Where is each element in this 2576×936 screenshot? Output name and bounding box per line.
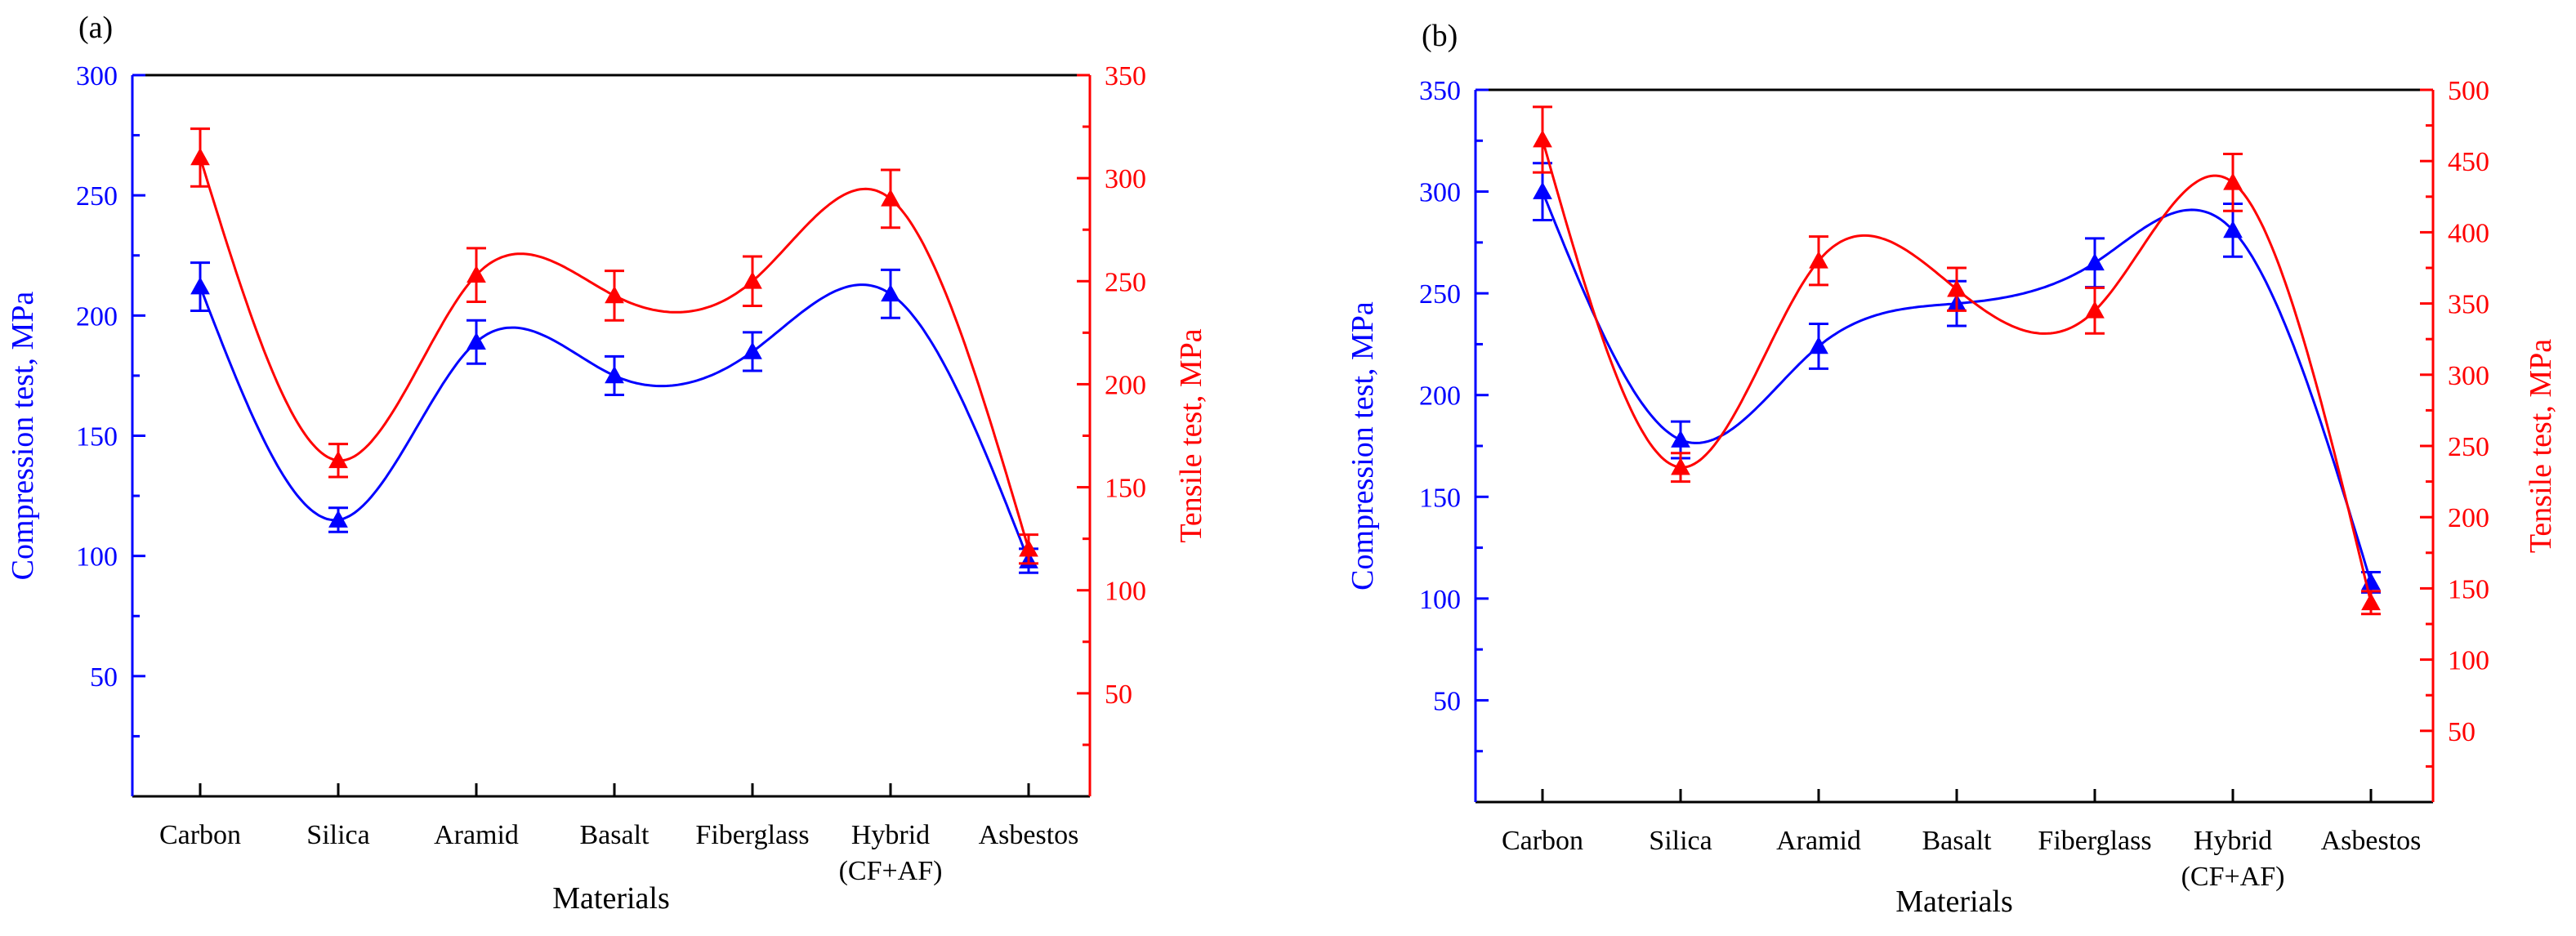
- x-tick-label: Asbestos: [979, 820, 1079, 850]
- right-y-tick-label: 50: [1105, 680, 1132, 710]
- tensile-curve: [1541, 139, 2373, 604]
- x-tick-label: Hybrid (CF+AF): [839, 820, 943, 886]
- left-y-tick-label: 250: [1419, 279, 1461, 310]
- tensile-point: [1533, 130, 1552, 148]
- compression-point: [190, 276, 210, 295]
- x-tick-label: Carbon: [159, 820, 241, 850]
- right-y-tick-label: 100: [1105, 577, 1146, 607]
- x-axis-title: Materials: [552, 881, 670, 916]
- right-y-tick-label: 300: [2448, 361, 2489, 391]
- compression-point: [1809, 336, 1828, 354]
- panel-label: (b): [1422, 19, 1458, 53]
- compression-point: [743, 341, 762, 359]
- panel-b: (b) Carbon Silica Aramid Basalt Fiberglass Hyb…: [1346, 19, 2558, 919]
- compression-curve: [1541, 191, 2373, 583]
- x-tick-label: Hybrid (CF+AF): [2181, 826, 2285, 892]
- x-tick-label: Aramid: [1776, 826, 1861, 856]
- panel-a: (a) Carbon Silica Aramid Basalt Fiberglass Hyb…: [6, 11, 1208, 916]
- left-y-tick-label: 150: [76, 422, 118, 452]
- x-tick-label: Silica: [306, 820, 369, 850]
- right-y-tick-label: 100: [2448, 646, 2489, 676]
- left-y-axis-title: Compression test, MPa: [1346, 301, 1380, 591]
- tensile-point: [467, 265, 486, 283]
- left-y-tick-label: 50: [90, 662, 118, 693]
- right-y-tick-label: 300: [1105, 164, 1146, 194]
- left-y-tick-label: 100: [76, 542, 118, 573]
- tensile-curve: [199, 157, 1030, 550]
- right-y-tick-label: 200: [1105, 370, 1146, 400]
- left-y-tick-label: 350: [1419, 76, 1461, 106]
- tensile-point: [743, 271, 762, 289]
- panel-label: (a): [78, 11, 113, 45]
- tensile-point: [881, 189, 900, 207]
- tensile-point: [2223, 172, 2243, 190]
- x-tick-label: Silica: [1649, 826, 1712, 856]
- right-y-tick-label: 350: [1105, 61, 1146, 91]
- right-y-tick-label: 350: [2448, 290, 2489, 320]
- left-y-tick-label: 150: [1419, 483, 1461, 513]
- left-y-axis-title: Compression test, MPa: [6, 292, 40, 581]
- tensile-point: [605, 285, 624, 304]
- left-y-tick-label: 300: [76, 61, 118, 91]
- tensile-point: [2361, 592, 2381, 611]
- right-y-tick-label: 450: [2448, 147, 2489, 177]
- compression-curve: [199, 283, 1030, 562]
- right-y-tick-label: 500: [2448, 76, 2489, 106]
- x-tick-label: Aramid: [434, 820, 519, 850]
- right-y-tick-label: 200: [2448, 503, 2489, 533]
- tensile-point: [1019, 539, 1038, 557]
- compression-point: [2085, 252, 2105, 271]
- x-tick-label: Fiberglass: [695, 820, 809, 850]
- left-y-tick-label: 250: [76, 181, 118, 212]
- compression-point: [1671, 430, 1690, 448]
- compression-point: [2223, 220, 2243, 238]
- left-y-tick-label: 100: [1419, 585, 1461, 615]
- x-tick-label: Fiberglass: [2038, 826, 2151, 856]
- right-y-tick-label: 50: [2448, 717, 2476, 747]
- x-axis-title: Materials: [1895, 885, 2013, 919]
- right-y-tick-label: 150: [2448, 574, 2489, 604]
- right-y-axis-title: Tensile test, MPa: [2524, 339, 2558, 553]
- tensile-point: [328, 450, 348, 469]
- right-y-tick-label: 250: [2448, 432, 2489, 462]
- tensile-point: [1671, 457, 1690, 475]
- x-tick-label: Basalt: [580, 820, 650, 850]
- x-tick-label: Asbestos: [2321, 826, 2422, 856]
- right-y-tick-label: 150: [1105, 474, 1146, 504]
- tensile-point: [190, 147, 210, 166]
- x-tick-label: Carbon: [1502, 826, 1583, 856]
- left-y-tick-label: 50: [1433, 686, 1461, 716]
- compression-point: [605, 365, 624, 384]
- compression-point: [881, 283, 900, 302]
- left-y-tick-label: 200: [1419, 381, 1461, 412]
- tensile-point: [1947, 279, 1967, 297]
- tensile-point: [2085, 301, 2105, 319]
- left-y-tick-label: 200: [76, 301, 118, 332]
- compression-point: [467, 332, 486, 350]
- tensile-point: [1809, 251, 1828, 269]
- compression-point: [1533, 181, 1552, 199]
- compression-point: [328, 510, 348, 528]
- x-tick-label: Basalt: [1922, 826, 1993, 856]
- left-y-tick-label: 300: [1419, 178, 1461, 208]
- right-y-axis-title: Tensile test, MPa: [1174, 328, 1208, 542]
- right-y-tick-label: 400: [2448, 218, 2489, 248]
- right-y-tick-label: 250: [1105, 267, 1146, 297]
